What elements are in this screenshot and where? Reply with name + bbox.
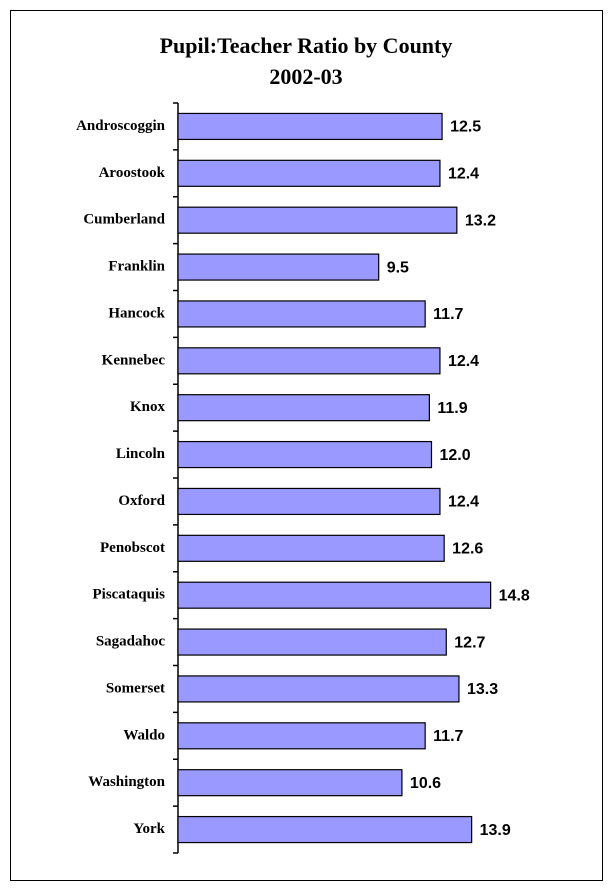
bar — [177, 722, 426, 750]
bar — [177, 675, 460, 703]
category-label: Penobscot — [100, 540, 165, 556]
value-label: 12.4 — [448, 166, 479, 183]
value-label: 13.2 — [465, 212, 496, 229]
bar — [177, 815, 473, 844]
category-label: Aroostook — [99, 165, 166, 181]
category-label: Cumberland — [83, 212, 165, 228]
value-label: 14.8 — [499, 587, 530, 604]
category-label: Washington — [88, 774, 165, 790]
category-label: Oxford — [118, 493, 165, 509]
value-label: 11.7 — [433, 306, 463, 323]
bar — [177, 440, 433, 469]
bar — [177, 534, 445, 562]
category-label: Sagadahoc — [96, 634, 166, 650]
value-label: 12.0 — [440, 447, 471, 464]
value-label: 13.3 — [467, 681, 498, 698]
category-label: Piscataquis — [92, 587, 165, 603]
chart-title: Pupil:Teacher Ratio by County — [160, 33, 453, 58]
bar — [177, 300, 426, 328]
category-label: Androscoggin — [76, 118, 166, 134]
bar — [177, 769, 403, 797]
category-label: Hancock — [108, 305, 165, 321]
bar — [177, 628, 447, 656]
value-label: 9.5 — [387, 259, 409, 276]
bar — [177, 206, 458, 234]
category-label: York — [133, 821, 165, 837]
category-label: Knox — [130, 399, 166, 415]
value-label: 12.7 — [454, 634, 485, 651]
bar — [177, 159, 441, 187]
value-label: 10.6 — [410, 775, 441, 792]
value-label: 11.7 — [433, 728, 463, 745]
category-label: Franklin — [108, 259, 165, 275]
value-label: 12.5 — [450, 119, 481, 136]
bar — [177, 253, 380, 281]
category-label: Somerset — [106, 680, 165, 696]
chart-subtitle: 2002-03 — [269, 64, 342, 89]
bar — [177, 347, 441, 375]
value-label: 12.4 — [448, 353, 479, 370]
bar — [177, 394, 430, 422]
value-label: 12.4 — [448, 494, 479, 511]
category-label: Lincoln — [116, 446, 166, 462]
category-label: Waldo — [123, 727, 165, 743]
bar — [177, 581, 492, 609]
bar — [177, 487, 441, 516]
bar — [177, 112, 443, 141]
value-label: 12.6 — [452, 541, 483, 558]
value-label: 11.9 — [437, 400, 467, 417]
value-label: 13.9 — [480, 822, 511, 839]
category-label: Kennebec — [102, 352, 166, 368]
